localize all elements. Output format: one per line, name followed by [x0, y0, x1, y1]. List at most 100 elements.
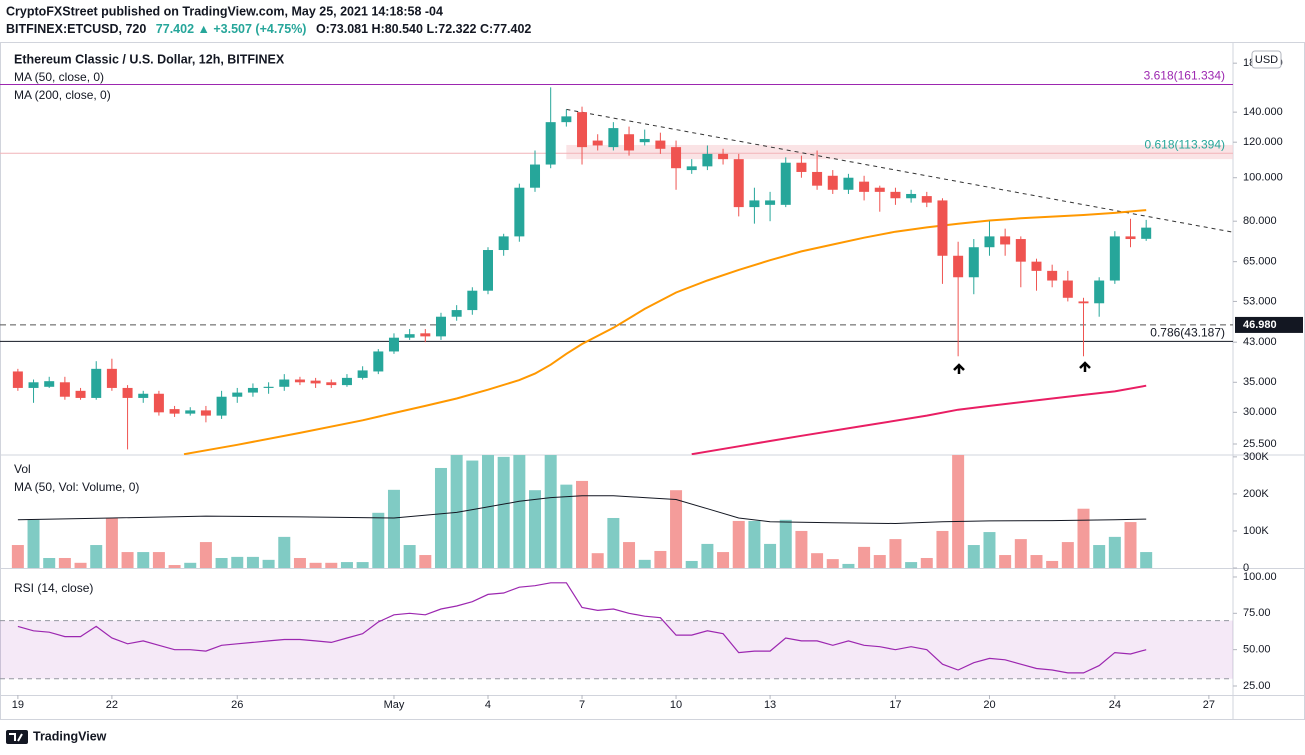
volume-bar	[795, 530, 808, 568]
candle-body	[561, 116, 572, 123]
x-tick-label: May	[384, 699, 405, 711]
volume-bar	[340, 562, 353, 568]
volume-bar	[278, 536, 291, 568]
volume-bar	[231, 556, 244, 568]
candle-body	[843, 177, 854, 190]
candle-body	[733, 159, 744, 208]
volume-bar	[293, 557, 306, 568]
candle-body	[686, 166, 697, 171]
volume-bar	[419, 555, 432, 568]
y-tick-label: 43.000	[1243, 336, 1277, 348]
currency-box	[1251, 50, 1282, 69]
x-tick-label: 4	[485, 699, 491, 711]
candle-body	[1047, 270, 1058, 281]
volume-bar	[168, 565, 181, 568]
arrow	[1079, 361, 1091, 372]
volume-bar	[1093, 545, 1106, 568]
candle-body	[420, 333, 431, 337]
legend-vol-ma: MA (50, Vol: Volume, 0)	[14, 480, 139, 494]
candle-body	[106, 368, 117, 388]
volume-bar	[670, 490, 683, 568]
candle-body	[545, 122, 556, 165]
candle-body	[1125, 236, 1136, 240]
volume-bar	[826, 559, 839, 568]
y-tick-label: 200K	[1243, 488, 1269, 500]
candle-body	[216, 396, 227, 416]
candle-body	[890, 191, 901, 199]
volume-bar	[43, 557, 56, 568]
volume-bar	[497, 456, 510, 568]
rsi-band	[0, 620, 1233, 679]
y-tick-label: 120.000	[1243, 136, 1283, 148]
candle-body	[765, 200, 776, 205]
level-label: 3.618(161.334)	[1144, 69, 1225, 83]
candle-body	[639, 138, 650, 143]
volume-bar	[858, 546, 871, 568]
volume-bar	[325, 562, 338, 568]
candle-body	[153, 393, 164, 413]
y-tick-label: 100.00	[1243, 571, 1277, 583]
volume-bar	[184, 562, 197, 568]
volume-bar	[58, 557, 71, 568]
candle-body	[75, 390, 86, 398]
y-tick-label: 53.000	[1243, 295, 1277, 307]
y-tick-label: 100.000	[1243, 172, 1283, 184]
ohlc: O:73.081 H:80.540 L:72.322 C:77.402	[316, 22, 531, 36]
candle-body	[968, 247, 979, 278]
volume-bar	[638, 559, 651, 568]
candle-body	[91, 368, 102, 398]
y-tick-label: 100K	[1243, 525, 1269, 537]
volume-bar	[27, 519, 40, 568]
candle-body	[404, 334, 415, 338]
volume-bar	[732, 520, 745, 568]
currency: USD	[1255, 54, 1278, 66]
candle-body	[1094, 280, 1105, 304]
volume-bar	[623, 542, 636, 568]
symbol-line: BITFINEX:ETCUSD, 720 77.402 ▲ +3.507 (+4…	[6, 22, 531, 36]
candle-body	[1078, 301, 1089, 304]
candle-body	[498, 236, 509, 251]
x-tick-label: 26	[231, 699, 243, 711]
rsi-line	[17, 582, 1147, 674]
volume-bar	[11, 545, 24, 568]
volume-bar	[952, 455, 965, 568]
candle-body	[373, 351, 384, 372]
candle-body	[796, 162, 807, 172]
y-tick-label: 25.00	[1243, 680, 1271, 692]
level-label: 0.786(43.187)	[1150, 326, 1225, 340]
footer-brand: TradingView	[33, 729, 107, 743]
x-tick-label: 22	[106, 699, 118, 711]
volume-bar	[701, 543, 714, 568]
candle-body	[1000, 236, 1011, 245]
volume-bar	[999, 555, 1012, 568]
legend-ma: MA (50, close, 0)	[14, 70, 104, 84]
candle-body	[624, 134, 635, 151]
candle-body	[827, 175, 838, 190]
candle-body	[326, 382, 337, 386]
volume-bar	[1014, 539, 1027, 568]
candle-body	[530, 164, 541, 188]
volume-bar	[309, 562, 322, 568]
candle-body	[310, 380, 321, 384]
candle-body	[185, 410, 196, 414]
volume-bar	[434, 467, 447, 568]
candle-body	[937, 200, 948, 256]
volume-bar	[1140, 552, 1153, 568]
candle-body	[388, 337, 399, 352]
volume-bar	[1061, 542, 1074, 568]
level-axis-label: 46.980	[1243, 319, 1277, 331]
volume-bar	[529, 490, 542, 568]
volume-pane	[11, 455, 1153, 568]
symbol: BITFINEX:ETCUSD, 720	[6, 22, 146, 36]
volume-bar	[466, 460, 479, 568]
volume-bar	[905, 562, 918, 568]
y-tick-label: 65.000	[1243, 256, 1277, 268]
candle-body	[138, 393, 149, 398]
candle-body	[984, 236, 995, 248]
y-tick-label: 80.000	[1243, 215, 1277, 227]
rsi-pane	[0, 582, 1233, 680]
volume-bar	[654, 550, 667, 568]
candle-body	[671, 147, 682, 169]
volume-bar	[387, 489, 400, 568]
